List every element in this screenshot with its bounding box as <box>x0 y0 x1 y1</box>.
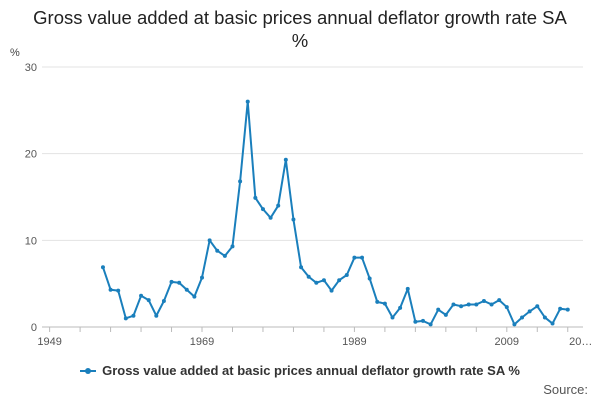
data-point <box>207 238 212 243</box>
data-point <box>192 294 197 299</box>
y-tick-label: 30 <box>25 62 37 74</box>
data-point <box>146 298 151 303</box>
data-point <box>542 315 547 320</box>
legend-swatch <box>80 367 97 374</box>
chart-title: Gross value added at basic prices annual… <box>33 7 567 51</box>
data-point <box>306 274 311 279</box>
data-point <box>154 313 159 318</box>
data-point <box>367 276 372 281</box>
data-point <box>161 299 166 303</box>
legend-label: Gross value added at basic prices annual… <box>102 363 520 378</box>
data-point <box>390 315 395 320</box>
data-point <box>550 321 555 326</box>
data-point <box>283 157 288 162</box>
data-point <box>382 301 387 306</box>
data-point <box>321 278 326 283</box>
data-point <box>253 195 258 200</box>
data-point <box>459 304 464 309</box>
data-point <box>276 203 281 208</box>
data-point <box>100 265 105 270</box>
data-point <box>497 298 502 303</box>
data-point <box>260 207 265 212</box>
data-point <box>443 312 448 317</box>
data-point <box>139 293 144 298</box>
data-point <box>520 315 525 320</box>
tick-labels: 0 10 20 30 1949 1969 1989 2009 20… <box>25 62 593 348</box>
data-point <box>123 316 128 321</box>
legend[interactable]: Gross value added at basic prices annual… <box>0 363 600 378</box>
data-point <box>169 279 174 284</box>
data-point <box>344 273 349 277</box>
x-axis <box>42 326 583 332</box>
series-line-layer <box>102 100 568 326</box>
data-point <box>177 280 182 285</box>
data-point <box>108 287 113 292</box>
data-point <box>466 302 471 307</box>
data-point <box>420 318 425 323</box>
data-point <box>360 255 365 260</box>
x-tick-label: 2009 <box>495 336 519 348</box>
data-point <box>314 280 319 285</box>
data-point <box>337 278 342 283</box>
series-points-layer <box>100 99 570 327</box>
data-point <box>405 286 410 291</box>
data-point <box>245 99 250 104</box>
source-label: Source: <box>543 382 588 397</box>
x-tick-label: 1969 <box>190 336 214 348</box>
data-point <box>428 322 433 327</box>
data-point <box>512 322 517 327</box>
data-point <box>489 302 494 307</box>
gridlines <box>42 66 583 241</box>
data-point <box>565 307 570 312</box>
y-tick-label: 10 <box>25 235 37 247</box>
data-point <box>504 305 509 310</box>
data-point <box>222 253 227 258</box>
data-point <box>527 309 532 314</box>
x-tick-label: 1989 <box>342 336 366 348</box>
data-point <box>329 288 334 293</box>
data-point <box>375 299 380 304</box>
data-point <box>398 305 403 310</box>
data-point <box>238 179 243 184</box>
data-point <box>268 215 273 220</box>
data-point <box>436 307 441 312</box>
data-point <box>215 248 220 253</box>
data-point <box>230 244 235 249</box>
y-tick-label: 0 <box>31 322 37 334</box>
y-tick-label: 20 <box>25 149 37 161</box>
data-point <box>558 306 563 311</box>
data-point <box>451 302 456 307</box>
data-point <box>184 287 189 292</box>
data-point <box>352 255 357 260</box>
x-tick-label: 1949 <box>37 336 61 348</box>
data-point <box>291 217 296 222</box>
data-point <box>474 302 479 307</box>
y-axis-unit-label: % <box>10 47 20 59</box>
x-tick-label: 20… <box>569 336 592 348</box>
data-point <box>200 275 205 280</box>
data-point <box>535 304 540 309</box>
data-point <box>299 265 304 270</box>
data-point <box>131 313 136 318</box>
data-point <box>481 299 486 303</box>
data-point <box>413 319 418 324</box>
series-line <box>102 100 568 326</box>
data-point <box>116 288 121 293</box>
